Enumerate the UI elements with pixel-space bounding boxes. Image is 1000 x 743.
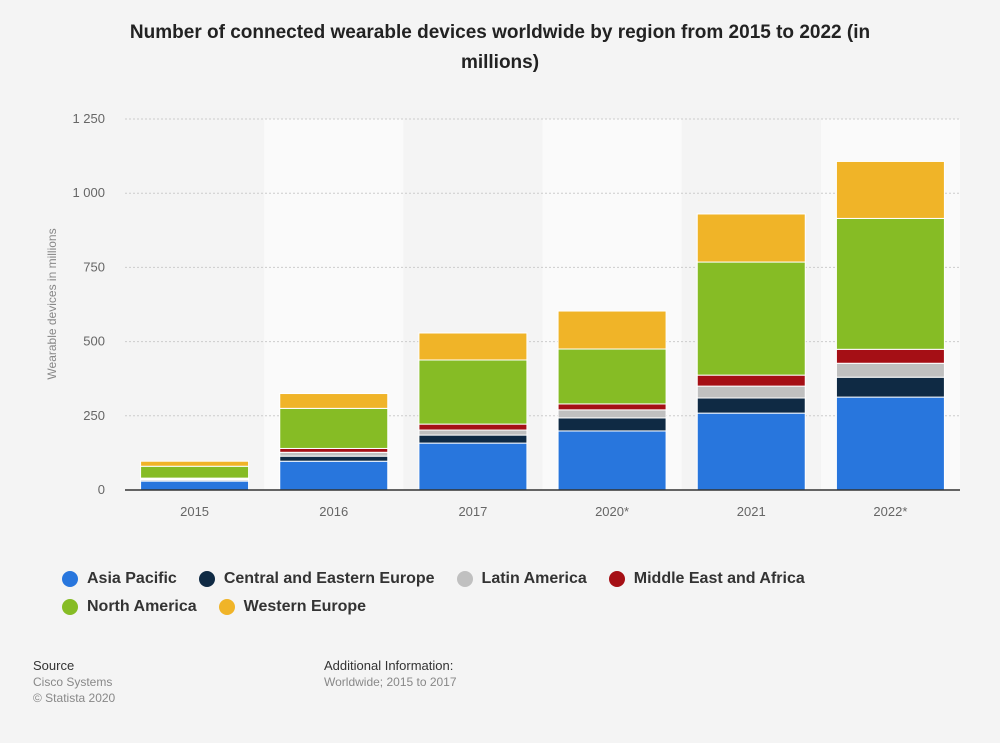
legend-item[interactable]: Western Europe	[218, 593, 367, 621]
legend-item[interactable]: Middle East and Africa	[608, 565, 805, 593]
x-tick-label: 2021	[737, 504, 766, 519]
legend-swatch	[608, 571, 625, 587]
legend-label: North America	[87, 598, 197, 615]
legend-label: Central and Eastern Europe	[223, 570, 435, 587]
bar-segment	[279, 393, 389, 409]
source-line: Cisco Systems	[33, 675, 113, 689]
bar-segment	[418, 429, 528, 436]
bar-segment	[418, 442, 528, 491]
y-tick-label: 250	[83, 408, 105, 423]
bar-segment	[557, 403, 667, 411]
bar-segment	[418, 423, 528, 431]
bar-segment	[279, 451, 389, 457]
bar-segment	[557, 310, 667, 350]
legend: Asia Pacific Central and Eastern Europe La…	[62, 565, 962, 621]
bar-segment	[696, 374, 806, 387]
bar-segment	[418, 359, 528, 425]
legend-item[interactable]: Latin America	[456, 565, 587, 593]
legend-item[interactable]: Central and Eastern Europe	[198, 565, 435, 593]
title-line: millions)	[461, 52, 539, 73]
bar-segment	[557, 348, 667, 405]
x-tick-label: 2020*	[595, 504, 629, 519]
bar-segment	[279, 447, 389, 453]
y-tick-label: 0	[98, 482, 105, 497]
bar-segment	[835, 160, 945, 219]
info-heading: Additional Information:	[324, 658, 454, 673]
bar-segment	[696, 397, 806, 414]
additional-info: Additional Information: Worldwide; 2015 …	[324, 658, 457, 690]
legend-swatch	[218, 599, 235, 615]
bar-segment	[696, 385, 806, 399]
chart: Number of connected wearable devices wor…	[45, 22, 960, 519]
source-line: © Statista 2020	[33, 691, 116, 705]
bar-segment	[140, 465, 250, 479]
y-tick-label: 1 000	[72, 185, 105, 200]
legend-swatch	[62, 599, 78, 615]
x-tick-label: 2017	[458, 504, 487, 519]
bar-segment	[835, 376, 945, 398]
y-tick-label: 750	[83, 259, 105, 274]
legend-label: Middle East and Africa	[633, 570, 805, 587]
legend-swatch	[456, 571, 473, 587]
bar-segment	[279, 455, 389, 462]
x-tick-label: 2016	[319, 504, 348, 519]
x-tick-label: 2022*	[873, 504, 907, 519]
bar-segment	[835, 217, 945, 350]
bar-segment	[140, 480, 250, 491]
bar-segment	[696, 261, 806, 376]
chart-title: Number of connected wearable devices wor…	[130, 22, 870, 73]
bar-segment	[835, 396, 945, 491]
bar-segment	[835, 362, 945, 378]
bar-segment	[279, 460, 389, 491]
bar-segment	[696, 213, 806, 263]
y-tick-label: 1 250	[72, 111, 105, 126]
bar-segment	[835, 348, 945, 364]
bar-segment	[557, 409, 667, 419]
legend-item[interactable]: North America	[62, 593, 197, 621]
source: Source Cisco Systems © Statista 2020	[33, 658, 115, 706]
bar-segment	[696, 412, 806, 491]
legend-label: Asia Pacific	[87, 570, 177, 587]
bar-segment	[418, 332, 528, 361]
legend-swatch	[62, 571, 78, 587]
y-tick-label: 500	[83, 334, 105, 349]
source-heading: Source	[33, 658, 75, 673]
info-text: Worldwide; 2015 to 2017	[324, 675, 457, 689]
y-axis-label: Wearable devices in millions	[45, 228, 59, 379]
legend-swatch	[198, 571, 215, 587]
bar-segment	[140, 460, 250, 467]
bar-segment	[418, 434, 528, 444]
legend-label: Latin America	[481, 570, 587, 587]
legend-item[interactable]: Asia Pacific	[62, 565, 177, 593]
bar-segment	[279, 407, 389, 449]
x-tick-label: 2015	[180, 504, 209, 519]
title-line: Number of connected wearable devices wor…	[130, 22, 870, 43]
bar-segment	[557, 417, 667, 432]
bar-segment	[557, 430, 667, 491]
legend-label: Western Europe	[243, 598, 367, 615]
